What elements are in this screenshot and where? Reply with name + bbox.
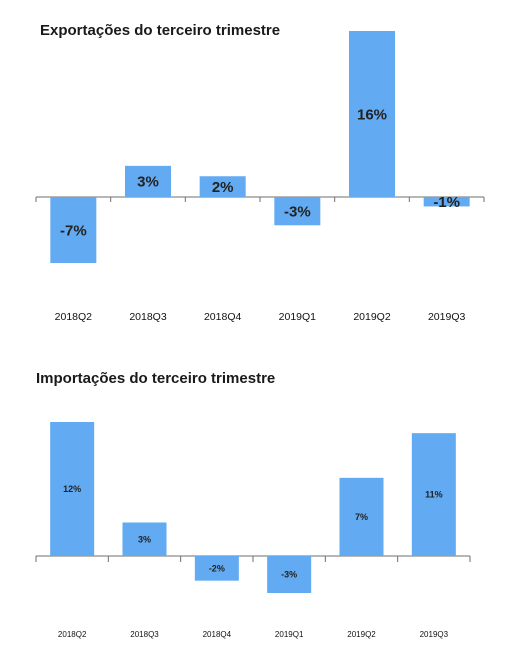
import-chart: 12% 2018Q2 3% 2018Q3 -2% 2018Q4 -3% 2019Q1 7% 201… — [35, 422, 471, 639]
export-tick-label: 2019Q1 — [279, 311, 317, 323]
export-bar — [125, 165, 171, 197]
export-tick-label: 2019Q2 — [353, 311, 391, 323]
import-bar — [267, 556, 312, 593]
import-bar — [122, 522, 167, 556]
import-data-label: -3% — [281, 570, 297, 580]
export-bar — [274, 197, 321, 226]
export-data-label: -3% — [284, 203, 311, 220]
export-bar — [199, 176, 246, 197]
export-data-label: -1% — [433, 194, 460, 211]
export-chart: -7% 2018Q2 3% 2018Q3 2% 2018Q4 -3% 2019Q1 16% 201… — [35, 31, 485, 323]
import-data-label: 12% — [63, 484, 81, 494]
export-data-label: 2% — [212, 179, 234, 196]
export-chart-title: Exportações do terceiro trimestre — [40, 22, 281, 39]
import-chart-title: Importações do terceiro trimestre — [36, 370, 276, 387]
import-data-label: -2% — [209, 563, 225, 573]
export-data-label: 3% — [137, 174, 159, 191]
import-bar — [50, 422, 95, 556]
import-tick-label: 2019Q1 — [275, 630, 304, 639]
import-bar — [411, 433, 456, 556]
import-data-label: 11% — [425, 490, 443, 500]
import-tick-label: 2018Q4 — [203, 630, 232, 639]
export-tick-label: 2018Q2 — [55, 311, 93, 323]
import-tick-label: 2019Q2 — [347, 630, 376, 639]
import-tick-label: 2018Q2 — [58, 630, 87, 639]
import-data-label: 3% — [138, 534, 151, 544]
import-bar — [194, 556, 239, 581]
export-data-label: -7% — [60, 222, 87, 239]
export-tick-label: 2018Q4 — [204, 311, 242, 323]
export-bar — [423, 197, 470, 207]
export-bar — [349, 31, 395, 197]
import-tick-label: 2019Q3 — [420, 630, 449, 639]
import-bar — [339, 477, 384, 556]
export-tick-label: 2019Q3 — [428, 311, 466, 323]
export-data-label: 16% — [357, 106, 387, 123]
export-bar — [50, 197, 97, 263]
import-data-label: 7% — [355, 512, 368, 522]
import-tick-label: 2018Q3 — [130, 630, 159, 639]
export-tick-label: 2018Q3 — [129, 311, 167, 323]
